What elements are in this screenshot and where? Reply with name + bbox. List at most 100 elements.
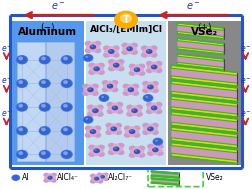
Polygon shape [171,96,237,106]
Circle shape [156,151,164,156]
Circle shape [129,126,135,131]
Text: e$^-$: e$^-$ [240,77,251,86]
Circle shape [111,87,118,92]
Circle shape [147,123,154,128]
Circle shape [151,85,158,90]
Circle shape [40,57,49,63]
Circle shape [61,56,72,64]
Circle shape [155,68,163,73]
Circle shape [131,111,138,116]
Circle shape [134,67,140,72]
Polygon shape [171,76,237,86]
Polygon shape [177,47,224,54]
Polygon shape [177,23,224,39]
Circle shape [92,105,99,110]
Circle shape [108,143,115,148]
Circle shape [97,105,104,110]
Polygon shape [177,38,224,46]
Circle shape [114,126,121,131]
Circle shape [112,103,118,108]
Polygon shape [171,138,237,148]
Circle shape [121,50,129,55]
Circle shape [98,145,105,150]
Circle shape [155,65,162,70]
Text: (−): (−) [40,23,54,32]
Polygon shape [171,112,237,132]
Circle shape [126,105,134,110]
Circle shape [134,146,140,151]
Circle shape [98,152,105,157]
Polygon shape [171,96,237,117]
Circle shape [93,129,100,134]
Circle shape [155,105,162,110]
Circle shape [102,80,109,85]
Circle shape [90,42,96,46]
Circle shape [151,108,158,113]
Circle shape [61,79,72,87]
Circle shape [151,81,159,86]
Circle shape [131,108,138,113]
Circle shape [100,175,105,179]
Circle shape [108,59,115,64]
Circle shape [113,60,119,65]
Circle shape [128,47,130,49]
Circle shape [103,45,110,51]
Text: Al₂Cl₇⁻: Al₂Cl₇⁻ [108,173,133,182]
Circle shape [47,176,53,180]
Circle shape [107,126,113,131]
Circle shape [84,117,92,123]
Circle shape [19,128,22,131]
Circle shape [131,43,138,48]
Polygon shape [171,65,237,86]
Circle shape [103,52,110,58]
Circle shape [43,178,49,183]
Circle shape [94,174,99,178]
Circle shape [135,150,137,152]
Circle shape [153,138,162,145]
Circle shape [125,129,132,134]
Circle shape [39,56,50,64]
Circle shape [42,105,45,107]
Circle shape [40,151,49,158]
Circle shape [64,57,67,60]
Circle shape [124,87,130,92]
Circle shape [47,173,53,177]
Circle shape [148,127,151,129]
Text: e$^-$: e$^-$ [186,1,201,12]
Circle shape [151,123,159,128]
Polygon shape [151,178,179,181]
Circle shape [142,130,149,135]
Circle shape [90,174,96,178]
Circle shape [117,146,123,151]
Text: AlCl₃/[EMIm]Cl: AlCl₃/[EMIm]Cl [89,25,163,34]
Circle shape [98,70,105,75]
Circle shape [91,84,99,89]
Circle shape [64,105,67,107]
Circle shape [136,112,143,117]
Circle shape [143,94,153,102]
Circle shape [107,84,113,89]
Circle shape [83,116,93,124]
Circle shape [155,102,163,107]
Circle shape [152,65,154,67]
Polygon shape [171,91,237,102]
Polygon shape [171,153,237,163]
Circle shape [93,64,100,68]
Circle shape [90,126,96,131]
Circle shape [17,79,27,87]
Bar [46,42,74,161]
Circle shape [86,45,92,50]
Circle shape [64,128,67,131]
Circle shape [40,80,49,87]
Circle shape [62,57,71,63]
Text: e$^-$: e$^-$ [51,1,66,12]
Circle shape [89,148,96,153]
Circle shape [92,111,99,116]
Circle shape [111,84,117,89]
Circle shape [110,126,117,131]
Circle shape [108,52,115,57]
Circle shape [133,129,139,134]
Circle shape [17,150,27,158]
Circle shape [151,67,158,72]
Circle shape [147,151,154,156]
